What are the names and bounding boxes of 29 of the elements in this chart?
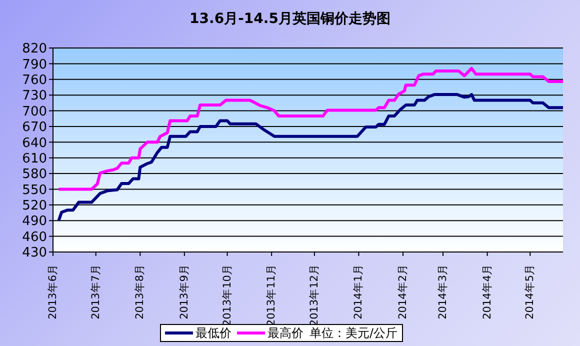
y-tick-label: 490 bbox=[22, 214, 47, 230]
legend-label: 最低价 bbox=[195, 325, 232, 341]
legend-label: 最高价 bbox=[267, 325, 304, 341]
y-tick-label: 430 bbox=[22, 246, 47, 261]
y-tick-label: 790 bbox=[22, 57, 47, 72]
x-tick-label: 2014年4月 bbox=[481, 264, 494, 320]
y-tick-label: 730 bbox=[22, 88, 47, 104]
x-tick-label: 2013年7月 bbox=[90, 264, 102, 320]
y-tick-label: 580 bbox=[22, 167, 47, 182]
x-tick-label: 2013年9月 bbox=[178, 264, 190, 320]
x-tick-label: 2014年1月 bbox=[352, 264, 365, 320]
chart-title: 13.6月-14.5月英国铜价走势图 bbox=[188, 10, 392, 28]
y-tick-label: 670 bbox=[22, 120, 47, 136]
y-tick-label: 460 bbox=[22, 230, 47, 245]
x-tick-label: 2014年5月 bbox=[524, 264, 536, 320]
x-tick-label: 2013年8月 bbox=[134, 264, 146, 320]
y-tick-label: 520 bbox=[22, 198, 47, 214]
x-tick-label: 2013年6月 bbox=[47, 264, 59, 320]
y-tick-label: 820 bbox=[22, 42, 47, 57]
line-series bbox=[57, 93, 563, 222]
text: 单位：美元/公斤 bbox=[309, 325, 398, 341]
x-tick-label: 2014年3月 bbox=[437, 264, 449, 320]
x-tick-label: 2014年2月 bbox=[397, 264, 409, 320]
y-tick-label: 550 bbox=[22, 182, 47, 198]
y-tick-label: 610 bbox=[22, 151, 47, 166]
line-series bbox=[57, 66, 563, 191]
y-tick-label: 760 bbox=[22, 73, 47, 88]
y-tick-label: 700 bbox=[22, 104, 47, 120]
y-tick-label: 640 bbox=[22, 136, 47, 151]
